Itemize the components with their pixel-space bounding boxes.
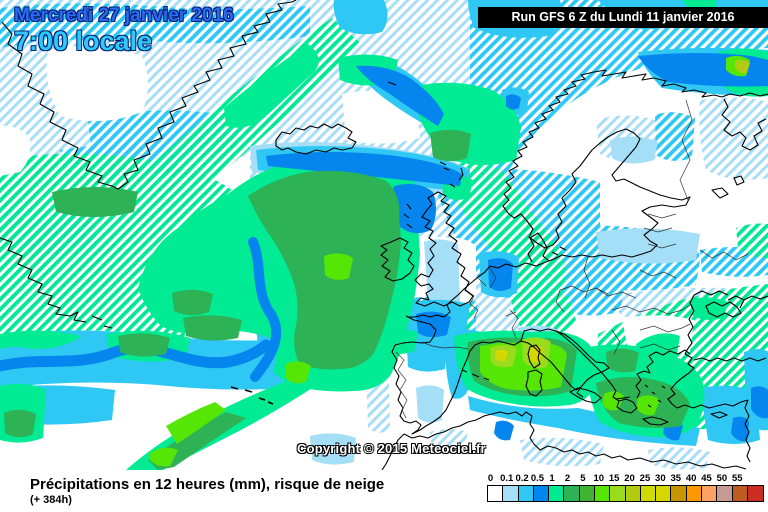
copyright-notice: Copyright © 2015 Meteociel.fr [297,441,486,456]
precip-heavy-cores [490,59,750,369]
legend-color-box [488,486,504,501]
balearics [461,369,490,381]
legend-tick-label: 45 [701,473,712,484]
hebrides [403,203,413,229]
model-run-info: Run GFS 6 Z du Lundi 11 janvier 2016 [478,7,768,28]
legend-color-box [640,486,657,501]
legend-tick-label: 40 [685,473,697,484]
greenland-coast [1,0,297,190]
crimea [705,301,742,318]
legend-color-box [533,486,550,501]
map-title: Précipitations en 12 heures (mm), risque… [30,476,385,493]
turkey-south-coast [676,399,749,409]
legend-tick-label: 2 [564,473,571,484]
kola-white-sea [721,92,768,151]
country-borders [395,99,749,419]
lakes-ladoga-onega [711,175,745,199]
map-area: Mercredi 27 janvier 2016 7:00 locale Run… [0,0,768,470]
legend-color-box [564,486,580,501]
north-africa-coast [403,411,747,470]
legend-tick-label: 35 [670,473,682,484]
precipitation-legend: 0 0.1 0.2 0.5 1 2 5 10 15 20 25 30 35 40 45 50 55 [487,473,766,502]
denmark-coast [527,232,567,263]
france-atlantic-coast [394,315,437,346]
coastlines [0,0,768,470]
turkey-west-coast [667,372,690,409]
legend-tick-label: 55 [732,473,743,484]
faroe-shetland [439,161,464,188]
legend-color-box [656,486,672,501]
legend-color-box [717,486,733,501]
legend-color-box [579,486,595,501]
legend-tick-label: 0 [487,473,494,484]
marmara [684,353,695,374]
crete [642,416,669,426]
legend-tick-label: 0.5 [530,473,545,484]
aegean-islands [644,384,666,408]
legend-color-box [732,486,748,501]
legend-color-box [686,486,702,501]
iberia-coast [391,340,522,435]
legend-tick-label: 1 [549,473,555,484]
bottom-bar: Précipitations en 12 heures (mm), risque… [0,470,768,512]
iceland-coast [275,123,357,155]
adriatic-balkan-coast [555,330,620,402]
legend-color-box [701,486,718,501]
legend-color-box [671,486,687,501]
legend-color-box [518,486,534,501]
legend-tick-label: 25 [639,473,651,484]
precipitation-map [0,0,768,470]
norway-coast [502,69,723,214]
legend-tick-label: 10 [593,473,605,484]
italy-west-coast [520,340,584,398]
legend-tick-label: 0.2 [515,473,529,484]
legend-color-box [549,486,565,501]
corsica [527,344,541,369]
levant-coast [744,399,751,463]
legend-color-box [503,486,519,501]
baltic-coast [507,128,691,263]
legend-labels: 0 0.1 0.2 0.5 1 2 5 10 15 20 25 30 35 40 45 50 55 [487,473,766,484]
legend-tick-label: 5 [580,473,586,484]
black-sea-coast [684,290,768,362]
italy-east-coast [520,328,610,388]
morocco-atlantic-coast [381,433,405,470]
lead-time: (+ 384h) [30,494,72,506]
legend-tick-label: 15 [608,473,620,484]
great-britain-coast [414,191,474,307]
sardinia [525,369,543,397]
cyprus [710,411,728,419]
legend-tick-label: 20 [624,473,635,484]
sicily-coast [569,387,602,404]
jan-mayen [387,81,397,86]
legend-tick-label: 0.1 [500,473,514,484]
labrador-coast [0,237,113,329]
north-sea-coast [408,261,547,318]
ireland-coast [380,237,415,282]
legend-tick-label: 30 [655,473,666,484]
legend-color-box [594,486,611,501]
legend-tick-label: 50 [716,473,728,484]
legend-color-box [747,486,764,501]
legend-color-box [625,486,641,501]
azores [230,386,274,405]
legend-color-box [610,486,626,501]
legend-scale [487,485,764,502]
peloponnese [615,396,638,414]
greece-aegean-coast [635,349,691,399]
